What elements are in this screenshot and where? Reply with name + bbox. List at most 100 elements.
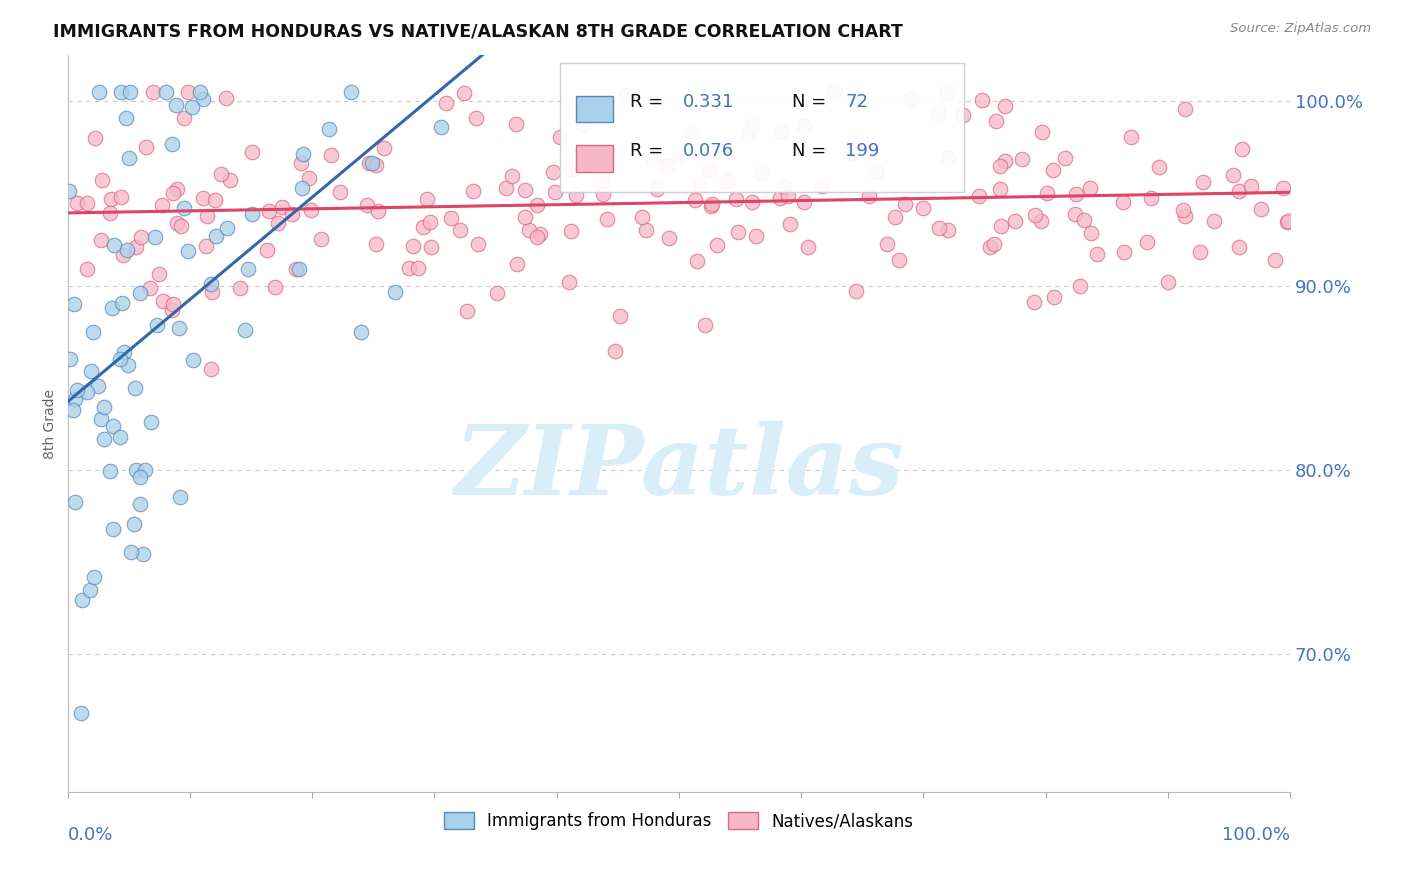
Point xyxy=(1114,244,1136,259)
Point xyxy=(152,294,174,309)
Point xyxy=(952,107,974,121)
Point xyxy=(1174,103,1197,117)
Point xyxy=(329,185,352,199)
Point xyxy=(935,85,957,99)
Point xyxy=(737,128,759,142)
Text: Source: ZipAtlas.com: Source: ZipAtlas.com xyxy=(1230,22,1371,36)
Point xyxy=(988,182,1011,196)
Point xyxy=(148,267,170,281)
Point xyxy=(724,193,747,207)
Point xyxy=(1085,247,1108,261)
Point xyxy=(91,173,114,187)
Point xyxy=(108,430,131,444)
Point xyxy=(340,85,363,99)
Point xyxy=(700,196,723,211)
Point xyxy=(173,201,195,215)
Point xyxy=(436,95,458,110)
Point xyxy=(101,522,124,536)
Point xyxy=(927,106,949,120)
Point xyxy=(579,151,602,165)
Point xyxy=(59,351,82,366)
Point xyxy=(461,185,484,199)
Point xyxy=(529,227,551,242)
Point xyxy=(90,233,112,247)
Point xyxy=(970,93,993,107)
Point xyxy=(177,85,200,99)
Point xyxy=(66,383,89,397)
Point xyxy=(936,223,959,237)
Point xyxy=(884,211,907,225)
Point xyxy=(82,325,104,339)
Point xyxy=(1042,163,1064,178)
Point xyxy=(990,219,1012,233)
Point xyxy=(120,85,142,99)
Point xyxy=(769,125,792,139)
Point xyxy=(111,296,134,310)
Point xyxy=(290,156,312,170)
Point xyxy=(215,91,238,105)
Point xyxy=(591,167,613,181)
Point xyxy=(769,191,792,205)
Point xyxy=(291,147,314,161)
Point xyxy=(373,141,395,155)
Point xyxy=(560,161,582,176)
Point xyxy=(515,183,537,197)
Point xyxy=(596,211,619,226)
Point xyxy=(1264,252,1286,267)
Point xyxy=(1272,180,1295,194)
Point xyxy=(686,254,709,268)
Point xyxy=(668,148,690,162)
Point xyxy=(683,193,706,207)
Point xyxy=(359,156,381,170)
Point xyxy=(132,547,155,561)
Point xyxy=(89,85,111,99)
Point xyxy=(115,111,138,125)
Text: 0.076: 0.076 xyxy=(682,142,734,160)
Point xyxy=(139,415,162,429)
Point xyxy=(135,140,157,154)
Point xyxy=(979,240,1001,254)
Point xyxy=(219,173,242,187)
Point xyxy=(195,209,218,223)
Point xyxy=(745,228,768,243)
Point xyxy=(162,186,184,200)
Point xyxy=(655,159,678,173)
Point xyxy=(188,85,211,99)
Point xyxy=(76,262,98,277)
FancyBboxPatch shape xyxy=(576,95,613,122)
Text: 0.331: 0.331 xyxy=(682,93,734,111)
Point xyxy=(267,216,290,230)
Point xyxy=(513,210,536,224)
Point xyxy=(284,262,307,277)
Point xyxy=(634,223,657,237)
Text: N =: N = xyxy=(793,142,832,160)
Point xyxy=(796,240,818,254)
Point xyxy=(160,302,183,317)
Point xyxy=(449,223,471,237)
Point xyxy=(749,167,772,181)
Point xyxy=(240,145,263,160)
Point xyxy=(367,203,389,218)
Point xyxy=(1227,184,1250,198)
Text: IMMIGRANTS FROM HONDURAS VS NATIVE/ALASKAN 8TH GRADE CORRELATION CHART: IMMIGRANTS FROM HONDURAS VS NATIVE/ALASK… xyxy=(53,22,903,40)
Point xyxy=(108,351,131,366)
Point xyxy=(162,136,184,151)
Point xyxy=(115,243,138,257)
Point xyxy=(299,203,322,218)
Point xyxy=(1024,209,1046,223)
Point xyxy=(558,275,581,289)
Point xyxy=(134,463,156,477)
Point xyxy=(143,229,166,244)
Point xyxy=(772,179,794,194)
Point xyxy=(152,198,174,212)
Point xyxy=(235,323,257,337)
Point xyxy=(1004,213,1026,227)
Point xyxy=(456,304,478,318)
Point xyxy=(124,381,146,395)
Point xyxy=(1188,244,1211,259)
Point xyxy=(321,148,343,162)
Point xyxy=(117,359,139,373)
Point xyxy=(714,140,737,154)
Point xyxy=(101,301,124,315)
Point xyxy=(548,129,571,144)
